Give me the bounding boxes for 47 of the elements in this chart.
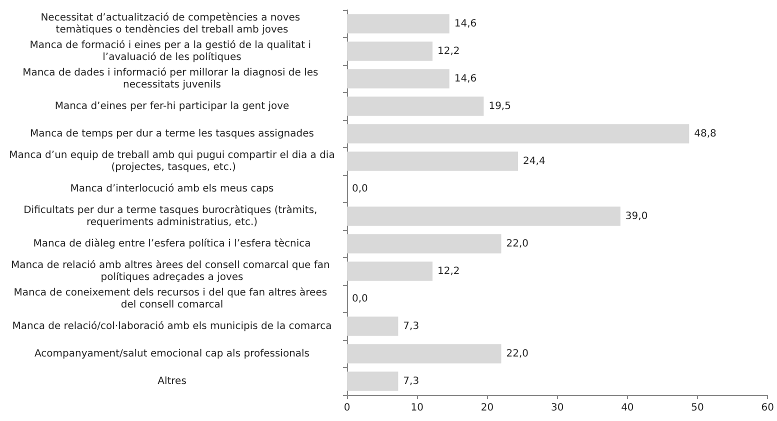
data-label: 14,6 — [454, 18, 477, 30]
data-label: 0,0 — [352, 293, 368, 304]
y-tick-label: Manca de temps per dur a terme les tasques assignades — [30, 128, 314, 140]
y-tick-label: Manca d’eines per fer-hi participar la gent jove — [54, 100, 290, 112]
x-tick-label: 40 — [621, 402, 634, 414]
y-tick-label: Manca de coneixement dels recursos i del que fan altres àrees del consell comarcal — [14, 287, 330, 310]
y-tick-label: Altres — [158, 376, 186, 387]
y-tick-label: Manca de relació amb altres àrees del consell comarcal que fan polítiques adreçades a joves — [10, 260, 334, 283]
data-label: 48,8 — [694, 128, 716, 140]
data-label: 22,0 — [506, 238, 528, 250]
data-label: 22,0 — [506, 348, 528, 360]
y-tick-label: Dificultats per dur a terme tasques burocràtiques (tràmits, requeriments administratius, etc.) — [24, 204, 320, 228]
data-label: 7,3 — [403, 376, 420, 387]
bar — [347, 152, 518, 171]
y-tick-label: Manca de dades i informació per millorar la diagnosi de les necessitats juvenils — [22, 67, 322, 90]
bar — [347, 14, 450, 34]
bar — [347, 316, 398, 336]
y-tick-label: Manca de relació/col·laboració amb els municipis de la comarca — [12, 320, 332, 332]
data-label: 12,2 — [438, 266, 460, 277]
data-label: 39,0 — [625, 210, 648, 222]
bar — [347, 42, 433, 61]
bar — [347, 206, 620, 226]
data-label: 19,5 — [488, 100, 511, 112]
x-tick-label: 20 — [480, 402, 494, 414]
data-label: 0,0 — [352, 183, 368, 194]
x-tick-label: 60 — [761, 402, 774, 414]
bar — [347, 234, 502, 254]
data-label: 14,6 — [454, 73, 477, 84]
bar — [347, 262, 433, 281]
y-tick-label: Manca de diàleg entre l’esfera política i l’esfera tècnica — [33, 238, 311, 250]
y-tick-label: Acompanyament/salut emocional cap als professionals — [34, 348, 310, 360]
bar — [347, 124, 690, 144]
bar — [347, 372, 398, 391]
y-tick-label: Necessitat d’actualització de competències a noves temàtiques o tendències del treball amb joves — [40, 12, 304, 36]
x-tick-label: 0 — [344, 402, 350, 414]
y-tick-label: Manca d’un equip de treball amb qui pugui compartir el dia a dia (projectes, tasques, etc.) — [9, 150, 335, 173]
x-tick-label: 10 — [410, 402, 424, 414]
data-label: 7,3 — [403, 320, 420, 332]
data-label: 12,2 — [438, 46, 460, 57]
x-tick-label: 30 — [550, 402, 564, 414]
bar — [347, 344, 502, 364]
bar — [347, 69, 450, 88]
x-tick-label: 50 — [691, 402, 704, 414]
y-tick-label: Manca d’interlocució amb els meus caps — [70, 183, 274, 194]
bar — [347, 96, 484, 116]
data-label: 24,4 — [523, 156, 546, 167]
y-tick-label: Manca de formació i eines per a la gestió de la qualitat i l’avaluació de les polítiques — [30, 40, 314, 63]
